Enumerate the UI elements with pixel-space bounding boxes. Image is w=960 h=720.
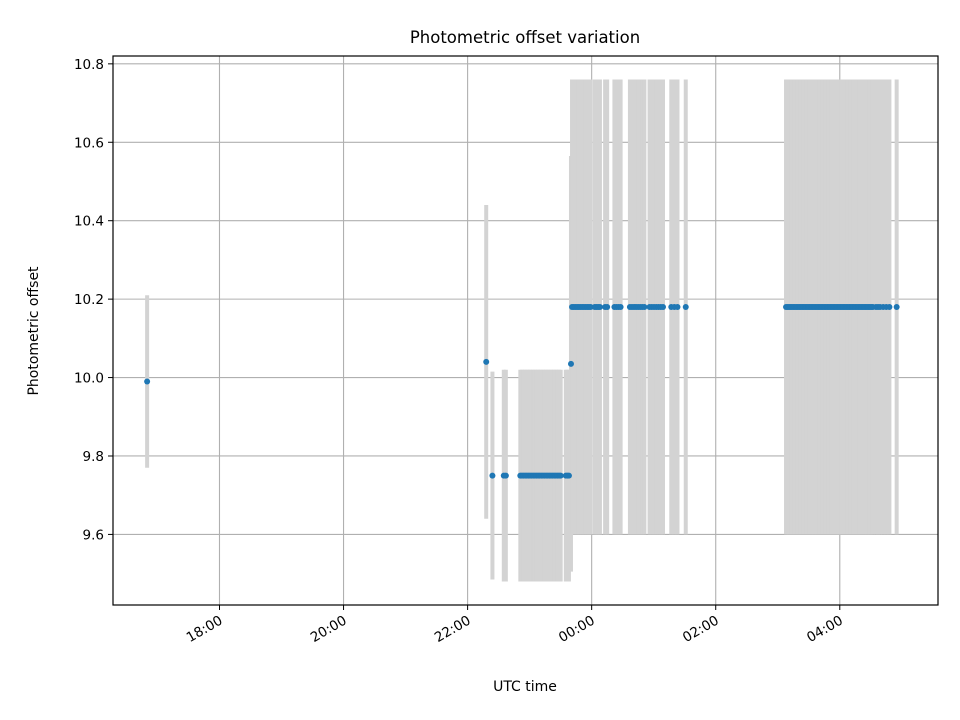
- y-tick-label: 10.8: [74, 57, 104, 73]
- plot-frame: [112, 55, 939, 606]
- data-point: [660, 303, 666, 310]
- data-point: [587, 303, 594, 310]
- data-point: [617, 303, 624, 310]
- data-point: [682, 303, 689, 310]
- y-tick-label: 10.2: [74, 292, 104, 308]
- data-point: [641, 303, 648, 310]
- data-point: [502, 472, 509, 479]
- y-axis-label: Photometric offset: [26, 266, 42, 396]
- y-tick-label: 9.8: [83, 449, 104, 465]
- y-tick-label: 10.4: [74, 214, 104, 230]
- data-point: [144, 378, 151, 385]
- y-tick-label: 10.6: [74, 135, 104, 151]
- data-point: [483, 358, 490, 365]
- data-point: [565, 472, 572, 479]
- data-point: [893, 303, 900, 310]
- data-point: [567, 360, 574, 367]
- y-tick-label: 9.6: [83, 527, 104, 543]
- data-point: [489, 472, 496, 479]
- x-axis-label: UTC time: [493, 679, 557, 695]
- data-point: [596, 303, 603, 310]
- data-point: [674, 303, 681, 310]
- data-point: [557, 472, 564, 479]
- chart-title: Photometric offset variation: [410, 28, 640, 47]
- data-point: [886, 303, 893, 310]
- point-layer: [144, 303, 900, 479]
- data-point: [604, 303, 611, 310]
- y-tick-label: 10.0: [74, 371, 104, 387]
- y-tick-layer: 9.6 9.8 10.0 10.2 10.4 10.6 10.8: [74, 57, 113, 543]
